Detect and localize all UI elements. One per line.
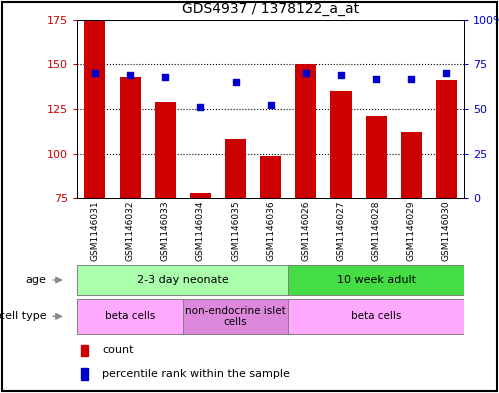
Text: 2-3 day neonate: 2-3 day neonate bbox=[137, 275, 229, 285]
Text: GSM1146028: GSM1146028 bbox=[372, 201, 381, 261]
Text: GSM1146034: GSM1146034 bbox=[196, 201, 205, 261]
Text: non-endocrine islet
cells: non-endocrine islet cells bbox=[185, 306, 286, 327]
Text: count: count bbox=[102, 345, 134, 355]
Bar bbox=[77, 299, 183, 334]
Title: GDS4937 / 1378122_a_at: GDS4937 / 1378122_a_at bbox=[182, 2, 359, 16]
Bar bbox=[288, 299, 464, 334]
Text: GSM1146036: GSM1146036 bbox=[266, 200, 275, 261]
Point bbox=[443, 70, 451, 76]
Text: GSM1146029: GSM1146029 bbox=[407, 201, 416, 261]
Point bbox=[91, 70, 99, 76]
Bar bbox=[260, 156, 281, 198]
Bar bbox=[366, 116, 387, 198]
Text: percentile rank within the sample: percentile rank within the sample bbox=[102, 369, 290, 379]
Bar bbox=[183, 299, 288, 334]
Text: GSM1146035: GSM1146035 bbox=[231, 200, 240, 261]
Bar bbox=[190, 193, 211, 198]
Point bbox=[161, 74, 169, 80]
Bar bbox=[84, 20, 105, 198]
Point bbox=[302, 70, 310, 76]
Bar bbox=[77, 265, 288, 295]
Point bbox=[197, 104, 205, 110]
Bar bbox=[330, 91, 352, 198]
Bar bbox=[225, 140, 246, 198]
Bar bbox=[436, 81, 457, 198]
Text: GSM1146027: GSM1146027 bbox=[336, 201, 345, 261]
Text: GSM1146033: GSM1146033 bbox=[161, 200, 170, 261]
Point bbox=[372, 75, 380, 82]
Text: 10 week adult: 10 week adult bbox=[337, 275, 416, 285]
Bar bbox=[155, 102, 176, 198]
Bar bbox=[81, 368, 88, 380]
Bar bbox=[295, 64, 316, 198]
Text: beta cells: beta cells bbox=[351, 311, 401, 321]
Point bbox=[407, 75, 415, 82]
Point bbox=[266, 102, 274, 108]
Bar bbox=[120, 77, 141, 198]
Text: GSM1146031: GSM1146031 bbox=[90, 200, 99, 261]
Bar bbox=[81, 345, 88, 356]
Text: age: age bbox=[25, 275, 46, 285]
Text: GSM1146030: GSM1146030 bbox=[442, 200, 451, 261]
Text: GSM1146032: GSM1146032 bbox=[126, 201, 135, 261]
Bar bbox=[401, 132, 422, 198]
Point bbox=[337, 72, 345, 78]
Text: cell type: cell type bbox=[0, 311, 46, 321]
Text: GSM1146026: GSM1146026 bbox=[301, 201, 310, 261]
Point bbox=[126, 72, 134, 78]
Bar bbox=[288, 265, 464, 295]
Point bbox=[232, 79, 240, 85]
Text: beta cells: beta cells bbox=[105, 311, 155, 321]
